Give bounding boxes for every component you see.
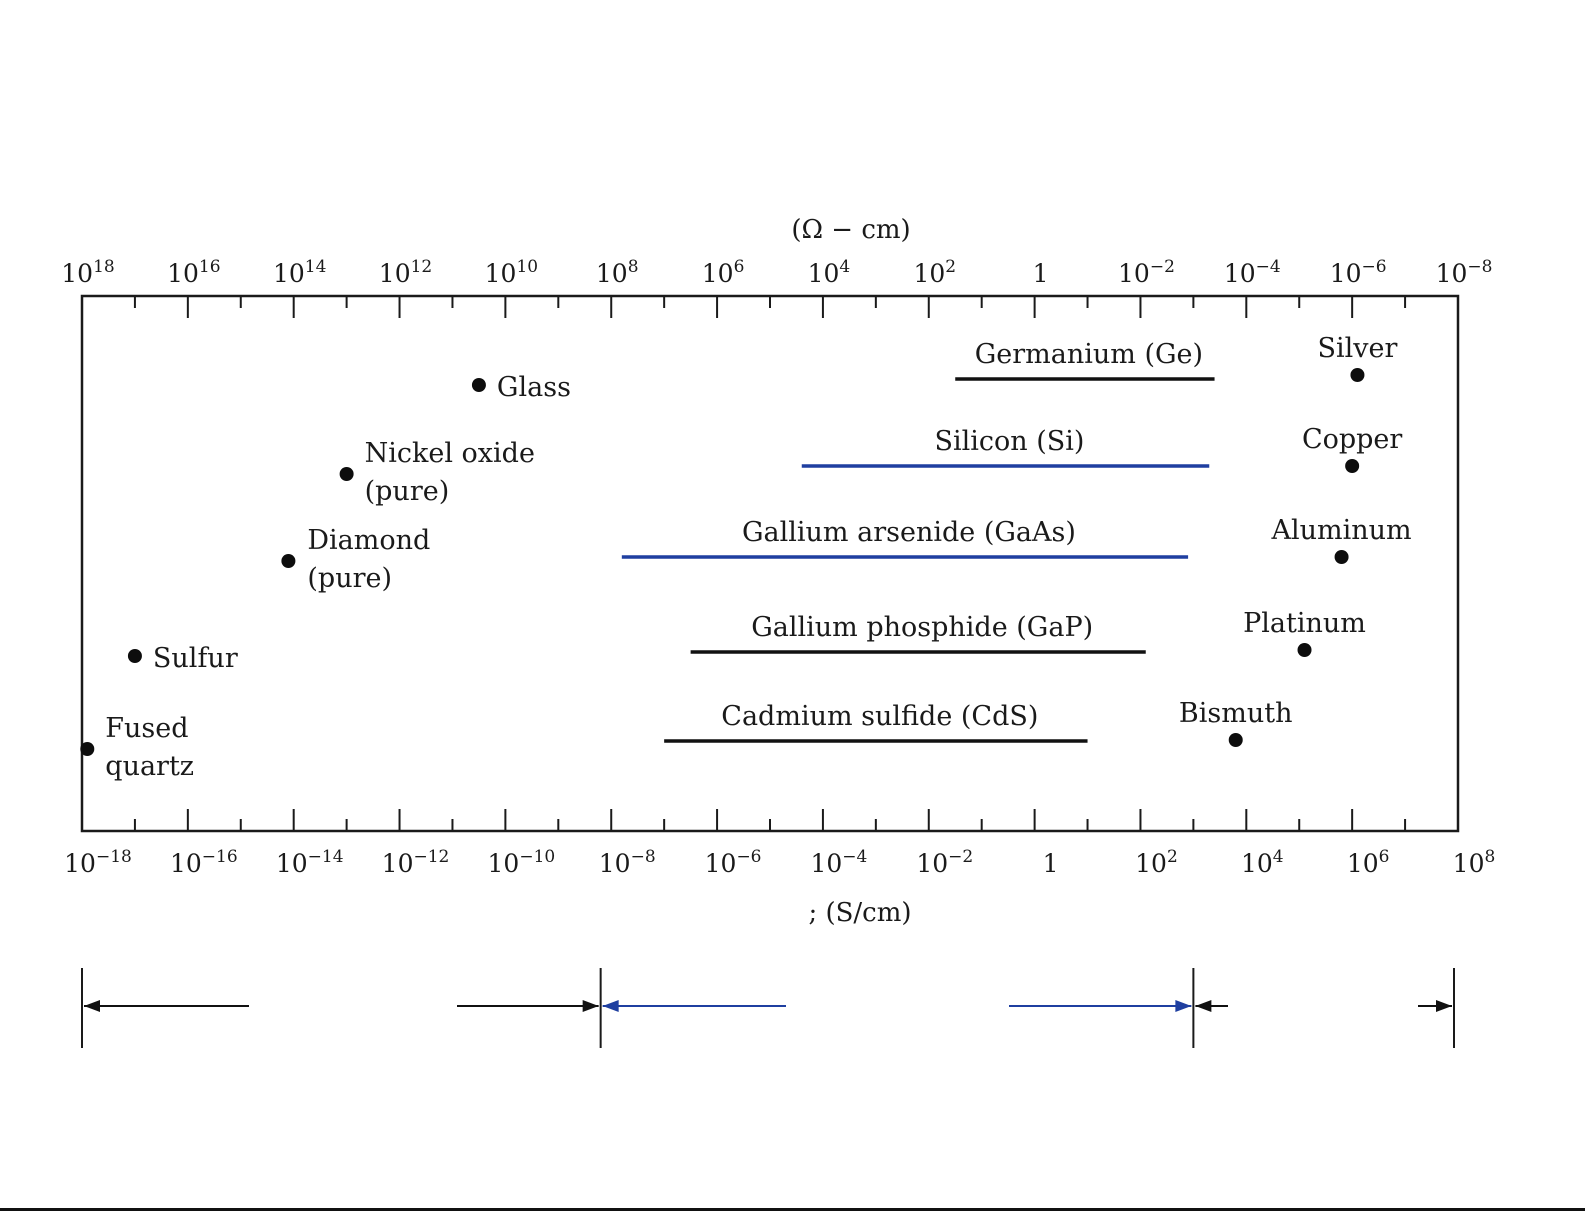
point-label-aluminum: Aluminum (1270, 515, 1411, 546)
top-tick-label: 10−4 (1224, 257, 1281, 288)
range-label-gallium-phosphide-gap: Gallium phosphide (GaP) (751, 612, 1093, 643)
point-aluminum (1334, 550, 1349, 564)
conductor-arrow-right-head (1436, 1000, 1452, 1012)
bottom-tick-label: 10−2 (916, 847, 973, 878)
top-tick-label: 1 (1033, 259, 1049, 288)
point-label-glass: Glass (497, 372, 571, 403)
range-label-germanium-ge: Germanium (Ge) (975, 339, 1203, 370)
bottom-tick-label: 1 (1043, 849, 1059, 878)
class-arrows (81, 968, 1455, 1048)
bottom-rule (0, 1208, 1585, 1211)
point-label-nickel-oxide-pure: Nickel oxide (365, 438, 535, 469)
point-nickel-oxide-pure (339, 467, 354, 481)
bottom-tick-label: 10−14 (276, 847, 344, 878)
point-sulfur (127, 649, 142, 663)
top-axis-label: (Ω − cm) (791, 215, 910, 245)
top-tick-label: 10−6 (1330, 257, 1387, 288)
bottom-axis-label: ; (S/cm) (808, 898, 911, 928)
bottom-tick-label: 10−4 (810, 847, 867, 878)
bottom-tick-label: 10−8 (599, 847, 656, 878)
point-label-fused-quartz: Fused (105, 713, 188, 744)
top-tick-label: 108 (596, 257, 639, 288)
semiconductor-ranges: Germanium (Ge) Silicon (Si) Gallium arseni… (621, 339, 1215, 743)
bottom-tick-label: 10−10 (488, 847, 556, 878)
point-silver (1350, 368, 1365, 382)
bottom-tick-labels: 10−18 10−16 10−14 10−12 10−10 10−8 10−6 10−4 10−… (64, 847, 1495, 878)
bottom-tick-label: 10−16 (170, 847, 238, 878)
conductor-arrow-left-head (1195, 1000, 1212, 1012)
top-tick-label: 104 (808, 257, 851, 288)
range-label-gallium-arsenide-gaas: Gallium arsenide (GaAs) (742, 517, 1076, 548)
tick-marks (81, 296, 1459, 831)
insulator-arrow-left-head (84, 1000, 100, 1012)
point-fused-quartz (80, 742, 95, 756)
top-tick-labels: 1018 1016 1014 1012 1010 108 106 104 102 1 10−2 10−… (61, 257, 1492, 288)
material-points: Glass Nickel oxide (pure) Diamond (pure) Sulf… (80, 333, 1412, 782)
semiconductor-arrow-left-head (602, 1000, 619, 1012)
bottom-tick-label: 10−18 (64, 847, 132, 878)
top-tick-label: 1014 (273, 257, 326, 288)
point-label-silver: Silver (1317, 333, 1397, 364)
point-copper (1345, 459, 1360, 473)
bottom-tick-label: 106 (1347, 847, 1390, 878)
point-platinum (1297, 643, 1312, 657)
insulator-arrow-right-head (582, 1000, 599, 1012)
point-label-copper: Copper (1302, 424, 1402, 455)
point-label-diamond-pure: Diamond (307, 525, 430, 556)
top-tick-label: 10−2 (1118, 257, 1175, 288)
bottom-tick-label: 10−6 (705, 847, 762, 878)
point-label-bismuth: Bismuth (1179, 698, 1293, 729)
point-label-fused-quartz: quartz (105, 751, 194, 782)
top-tick-label: 106 (702, 257, 745, 288)
point-label-sulfur: Sulfur (153, 643, 238, 674)
point-label-diamond-pure: (pure) (307, 563, 392, 594)
range-label-cadmium-sulfide-cds: Cadmium sulfide (CdS) (721, 701, 1038, 732)
bottom-tick-label: 102 (1135, 847, 1178, 878)
top-tick-label: 10−8 (1436, 257, 1493, 288)
semiconductor-arrow-right-head (1175, 1000, 1192, 1012)
top-tick-label: 1012 (379, 257, 432, 288)
point-bismuth (1228, 733, 1243, 747)
top-tick-label: 1016 (167, 257, 220, 288)
top-tick-label: 1018 (61, 257, 114, 288)
top-tick-label: 102 (913, 257, 956, 288)
bottom-tick-label: 10−12 (382, 847, 450, 878)
top-tick-label: 1010 (485, 257, 538, 288)
bottom-tick-label: 104 (1241, 847, 1284, 878)
bottom-tick-label: 108 (1453, 847, 1496, 878)
point-glass (471, 378, 486, 392)
point-diamond-pure (281, 554, 296, 568)
point-label-platinum: Platinum (1243, 608, 1366, 639)
point-label-nickel-oxide-pure: (pure) (365, 476, 450, 507)
range-label-silicon-si: Silicon (Si) (935, 426, 1085, 457)
